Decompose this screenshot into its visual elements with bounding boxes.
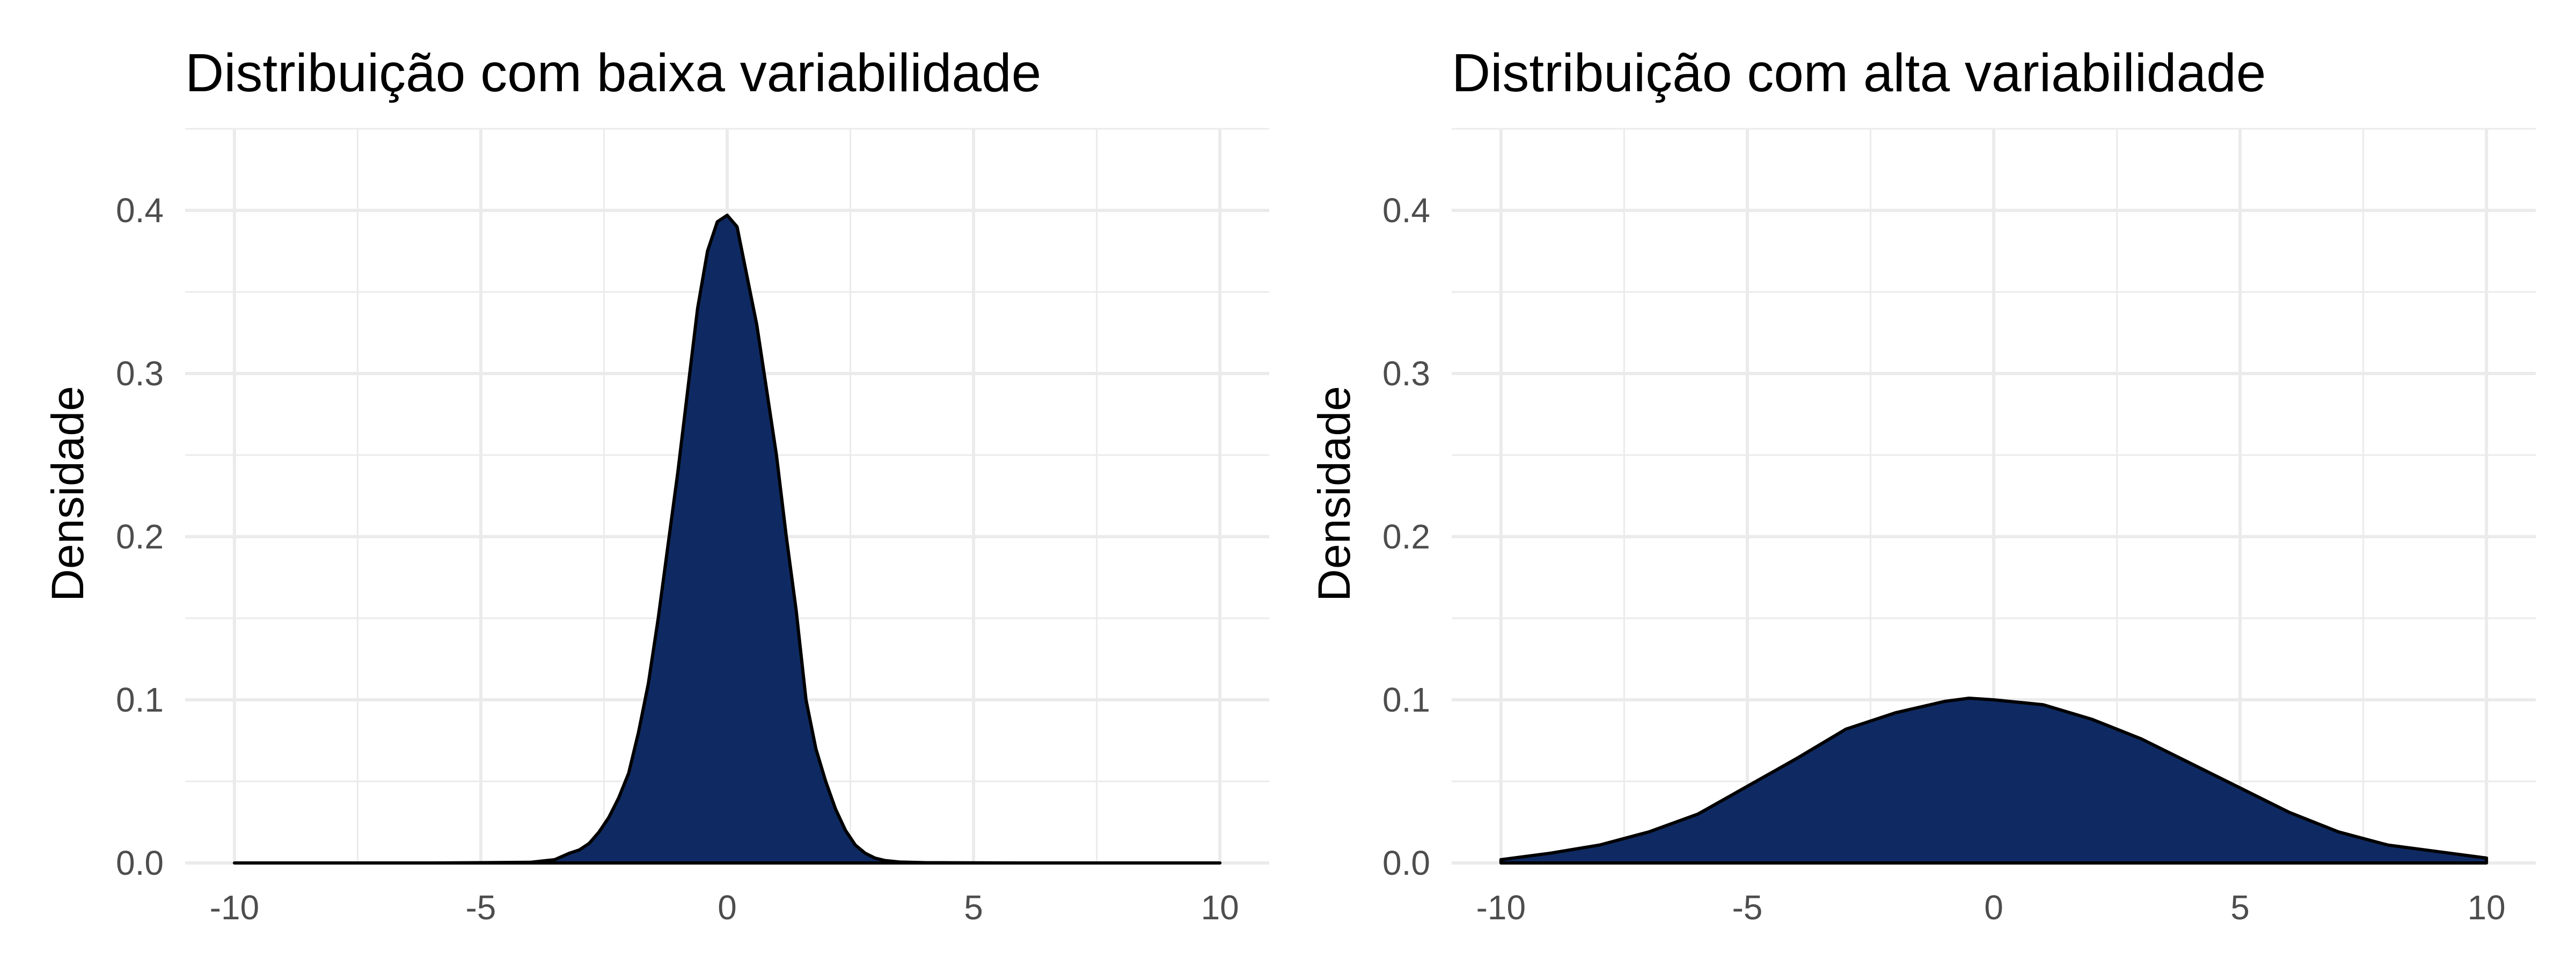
x-tick-label: 0 [1984, 888, 2003, 927]
y-tick-label: 0.2 [1382, 517, 1430, 556]
y-tick-label: 0.0 [1382, 844, 1430, 882]
x-axis-ticks: -10 -5 0 5 10 [210, 888, 1239, 927]
chart-title: Distribuição com alta variabilidade [1452, 43, 2266, 103]
density-area [232, 214, 1222, 865]
x-tick-label: 5 [964, 888, 983, 927]
panel-low-variability: Distribuição com baixa variabilidade Den… [42, 43, 1269, 927]
y-tick-label: 0.3 [116, 354, 164, 393]
panel-high-variability: Distribuição com alta variabilidade Dens… [1309, 43, 2536, 927]
x-tick-label: -10 [210, 888, 260, 927]
density-curve [1499, 697, 2489, 865]
y-tick-label: 0.3 [1382, 354, 1430, 393]
x-axis-ticks: -10 -5 0 5 10 [1476, 888, 2506, 927]
y-tick-label: 0.4 [1382, 191, 1430, 230]
y-axis-label: Densidade [1309, 386, 1359, 602]
y-axis-ticks: 0.0 0.1 0.2 0.3 0.4 [1382, 191, 1430, 882]
x-tick-label: 0 [718, 888, 737, 927]
x-tick-label: -5 [465, 888, 496, 927]
y-tick-label: 0.2 [116, 517, 164, 556]
x-tick-label: 10 [1201, 888, 1239, 927]
x-tick-label: 10 [2468, 888, 2506, 927]
y-tick-label: 0.1 [1382, 680, 1430, 719]
y-tick-label: 0.1 [116, 680, 164, 719]
density-area [1499, 697, 2489, 865]
y-axis-label: Densidade [42, 386, 93, 602]
x-tick-label: -5 [1732, 888, 1762, 927]
y-axis-ticks: 0.0 0.1 0.2 0.3 0.4 [116, 191, 164, 882]
y-tick-label: 0.4 [116, 191, 164, 230]
y-tick-label: 0.0 [116, 844, 164, 882]
x-tick-label: -10 [1476, 888, 1526, 927]
x-tick-label: 5 [2230, 888, 2250, 927]
chart-title: Distribuição com baixa variabilidade [185, 43, 1041, 103]
density-curve [232, 214, 1222, 865]
